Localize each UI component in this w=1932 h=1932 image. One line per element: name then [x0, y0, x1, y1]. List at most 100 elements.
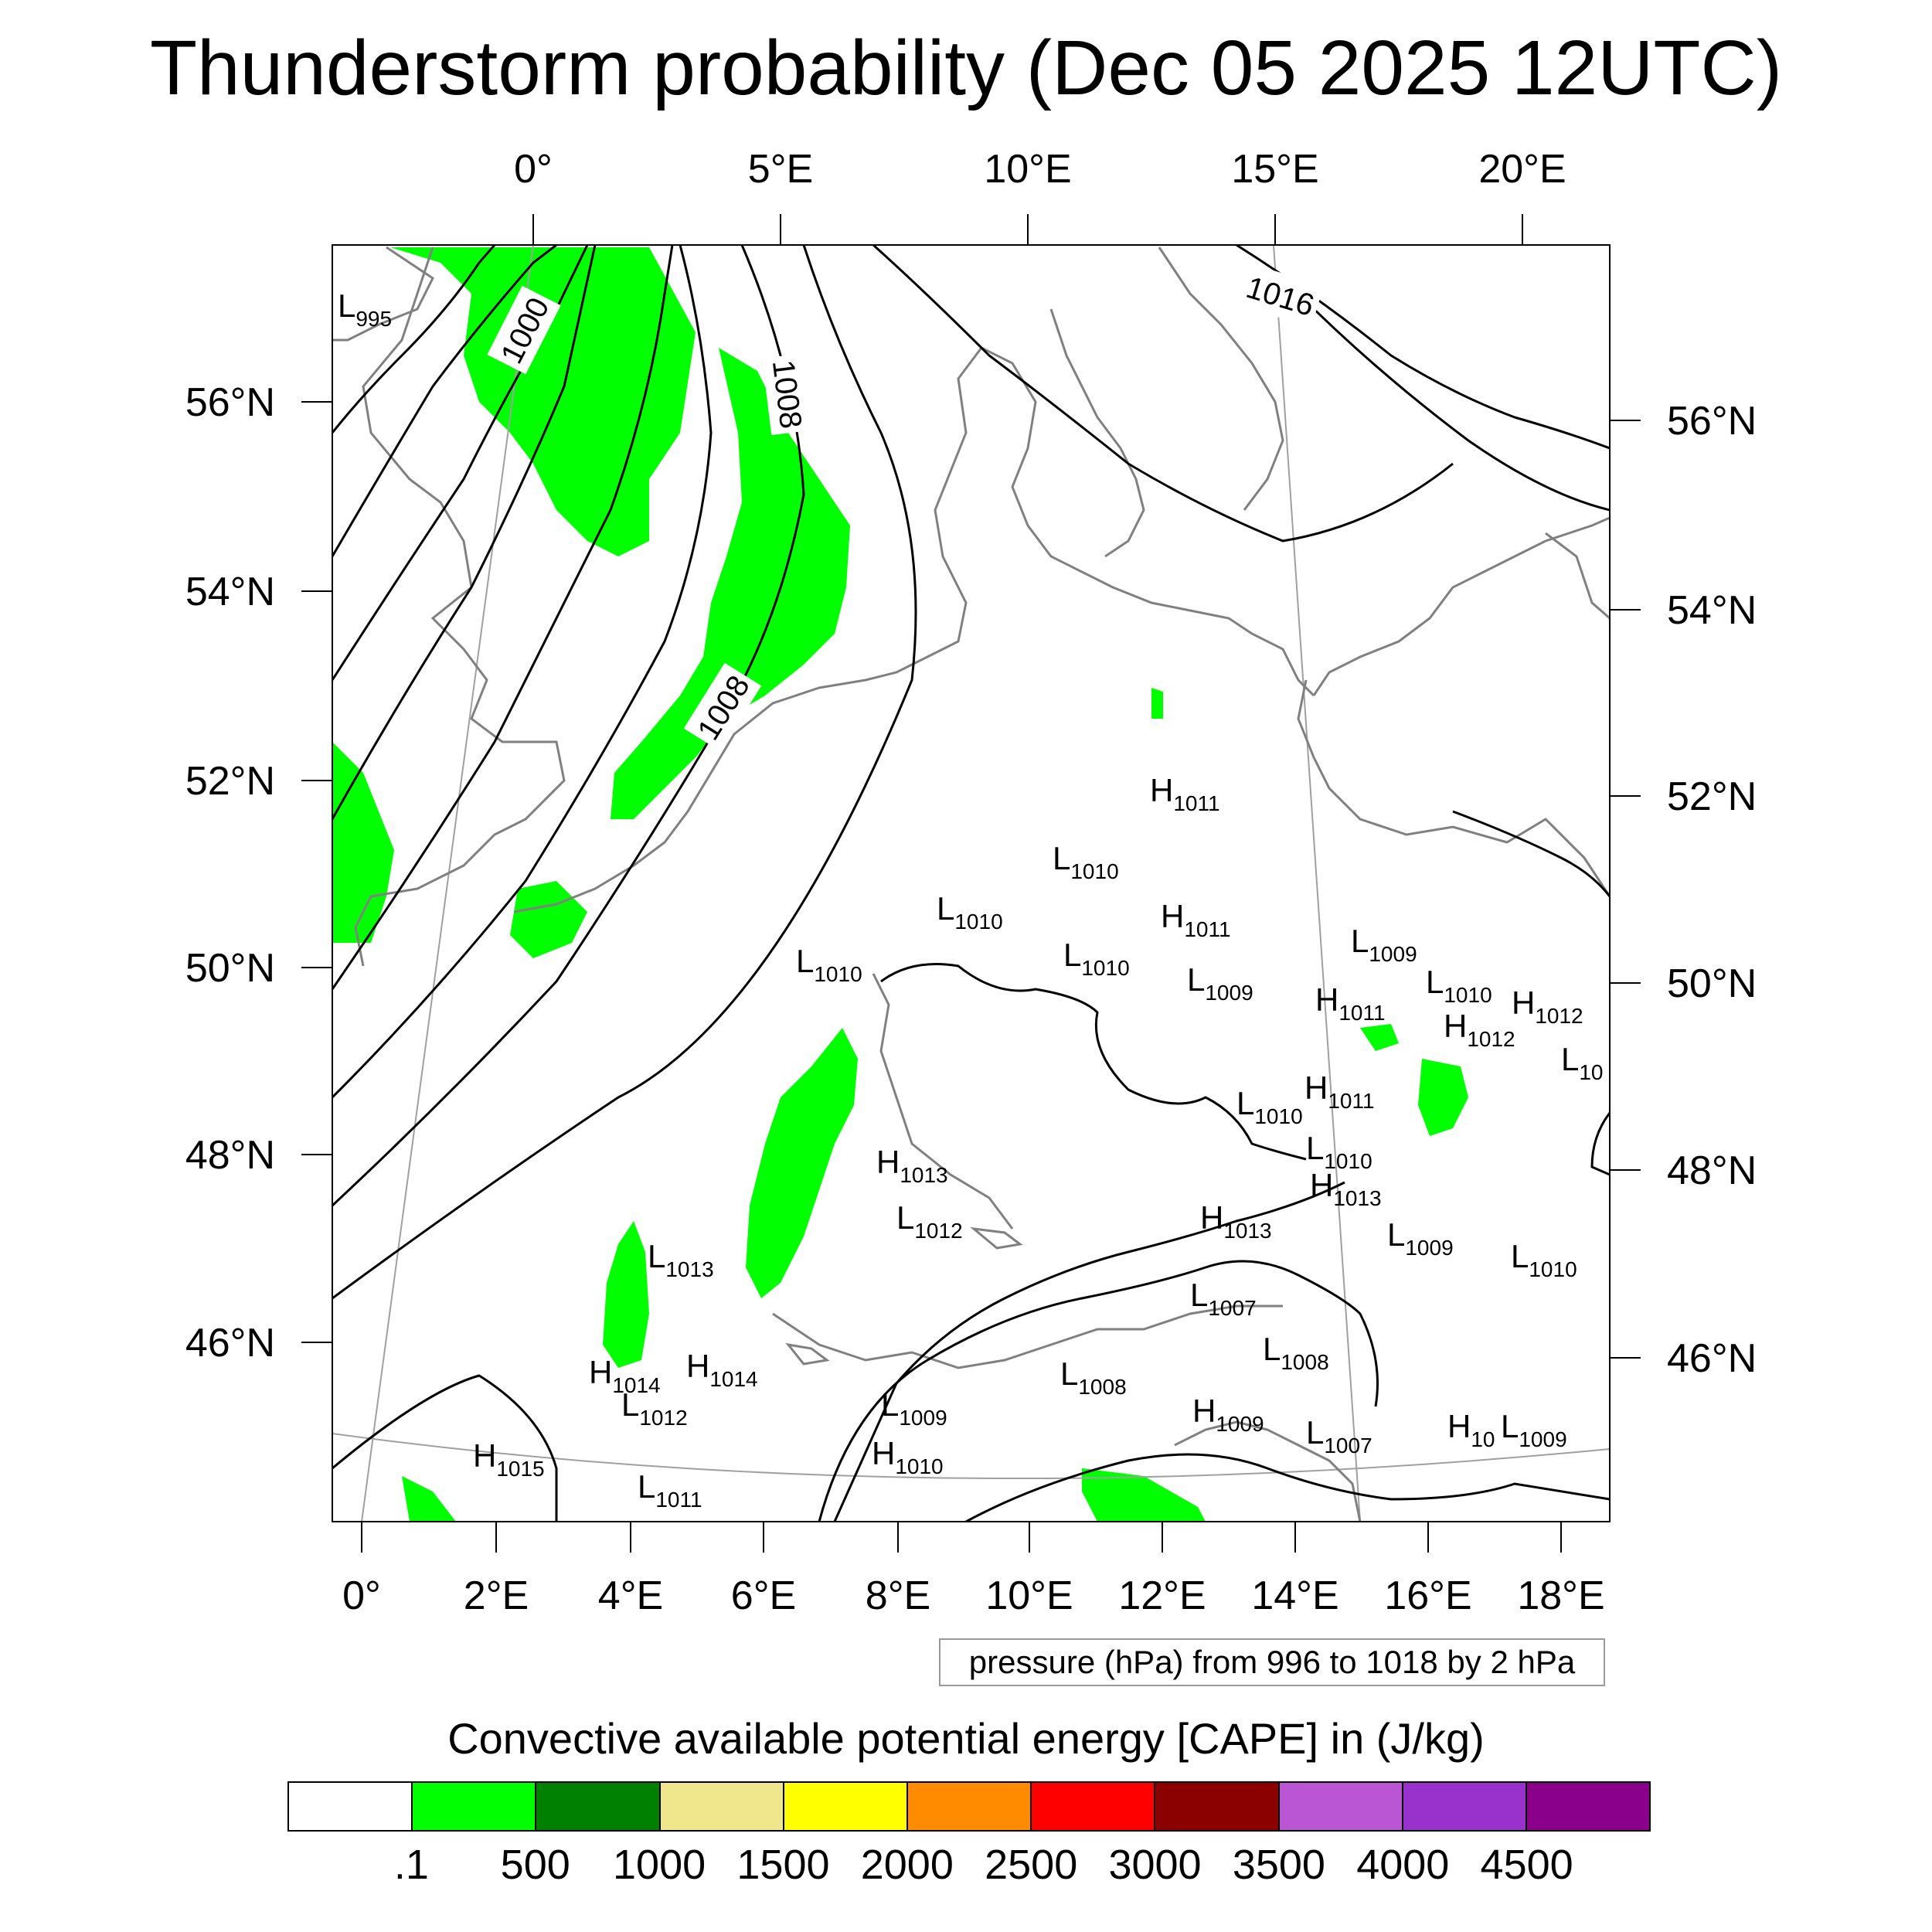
isobar-1006 [332, 245, 713, 1099]
colorbar-label: 2000 [860, 1842, 954, 1888]
isobar-1002 [332, 245, 597, 820]
pressure-center-high: H1011 [1304, 1070, 1375, 1113]
cape-area-central-france [603, 1221, 649, 1368]
colorbar-swatch [536, 1783, 661, 1830]
pressure-center-high: H1014 [589, 1354, 661, 1397]
left-lat-label-50n: 50°N [185, 946, 275, 991]
colorbar-label: 4000 [1356, 1842, 1450, 1888]
top-lon-label-15e: 15°E [1231, 147, 1318, 192]
colorbar-label: 1500 [736, 1842, 830, 1888]
bottom-lon-label-16e: 16°E [1384, 1573, 1471, 1618]
colorbar-swatch [784, 1783, 908, 1830]
pressure-center-low: L10 [1561, 1041, 1604, 1084]
cape-area-germany-small [1151, 688, 1163, 719]
isobar-1012 [833, 1181, 1345, 1522]
pressure-center-high: H1011 [1150, 772, 1220, 815]
colorbar-swatch [660, 1783, 784, 1830]
coast-sweden [1158, 247, 1284, 511]
colorbar-swatch [289, 1783, 413, 1830]
pressure-center-high: H1010 [872, 1435, 944, 1478]
coast-adriatic [1174, 1420, 1362, 1522]
right-lat-label-52n: 52°N [1667, 774, 1757, 819]
colorbar-swatch [1403, 1783, 1527, 1830]
left-lat-label-54n: 54°N [185, 570, 275, 614]
coast-poland-east [1545, 532, 1610, 620]
cape-area-north-sea [390, 247, 696, 556]
right-lat-label-48n: 48°N [1667, 1148, 1757, 1193]
isobar-1010 [332, 245, 917, 1300]
cape-fill-areas [332, 247, 1468, 1522]
coast-uk-east [354, 247, 566, 967]
colorbar-label: 1000 [613, 1842, 706, 1888]
tick-marks [301, 214, 1641, 1553]
pressure-center-low: L1009 [1501, 1408, 1567, 1451]
border-germany-poland [1297, 679, 1610, 897]
colorbar-label: 3500 [1232, 1842, 1325, 1888]
cape-area-alps-south [1082, 1468, 1206, 1522]
border-france-germany [872, 973, 1014, 1230]
pressure-center-high: H1013 [876, 1144, 948, 1187]
isobar-1010-alps [818, 1266, 1206, 1522]
isobar-1008-alps [1205, 1260, 1379, 1407]
pressure-center-low: L1008 [1060, 1355, 1127, 1399]
bottom-longitude-labels: 0° 2°E 4°E 6°E 8°E 10°E 12°E 14°E 16°E 1… [342, 1573, 1605, 1618]
bottom-lon-label-10e: 10°E [985, 1573, 1073, 1618]
lake-constance [970, 1226, 1023, 1250]
pressure-center-low: L1010 [1236, 1085, 1303, 1128]
lake-geneva [785, 1342, 830, 1366]
pressure-center-low: L1009 [881, 1386, 947, 1430]
isobar-1018 [1297, 292, 1610, 512]
left-lat-label-48n: 48°N [185, 1133, 275, 1178]
isobar-1010-east [1590, 1112, 1610, 1176]
cape-area-southwest [402, 1476, 456, 1522]
right-latitude-labels: 56°N 54°N 52°N 50°N 48°N 46°N [1667, 399, 1757, 1381]
pressure-center-low: L1010 [1511, 1238, 1577, 1281]
pressure-center-low: L1010 [796, 943, 862, 986]
pressure-center-high: H1012 [1512, 985, 1583, 1028]
top-lon-label-20e: 20°E [1478, 147, 1566, 192]
bottom-lon-label-12e: 12°E [1118, 1573, 1206, 1618]
cape-area-east-france [746, 1028, 858, 1298]
pressure-center-low: L1009 [1387, 1216, 1454, 1260]
coast-scotland [332, 246, 434, 342]
colorbar-label: 2500 [985, 1842, 1078, 1888]
right-lat-label-46n: 46°N [1667, 1336, 1757, 1381]
colorbar [287, 1781, 1651, 1832]
pressure-center-high: H1014 [686, 1348, 758, 1391]
right-lat-label-50n: 50°N [1667, 961, 1757, 1006]
top-lon-label-10e: 10°E [984, 147, 1071, 192]
coastlines [332, 246, 1610, 1522]
pressure-center-high: H1011 [1315, 981, 1386, 1025]
isobar-1010-central [880, 963, 1307, 1161]
left-lat-label-56n: 56°N [185, 380, 275, 425]
right-lat-label-56n: 56°N [1667, 399, 1757, 444]
pressure-center-low: L1007 [1306, 1414, 1372, 1458]
pressure-center-low: L1009 [1187, 961, 1253, 1005]
pressure-center-high: H10 [1447, 1408, 1495, 1451]
colorbar-label: 500 [500, 1842, 570, 1888]
colorbar-swatch [907, 1783, 1032, 1830]
top-lon-label-5e: 5°E [748, 147, 813, 192]
pressure-center-low: L1010 [1306, 1130, 1372, 1173]
left-lat-label-52n: 52°N [185, 759, 275, 804]
coast-continent [513, 346, 1315, 913]
bottom-lon-label-0: 0° [342, 1573, 381, 1618]
pressure-center-high: H1012 [1444, 1008, 1515, 1051]
bottom-lon-label-18e: 18°E [1517, 1573, 1604, 1618]
pressure-center-high: H1013 [1310, 1167, 1382, 1210]
pressure-center-low: L1010 [937, 890, 1003, 934]
isobar-996 [332, 245, 496, 434]
bottom-lon-label-8e: 8°E [866, 1573, 930, 1618]
pressure-center-low: L1009 [1351, 923, 1417, 966]
colorbar-label: 4500 [1480, 1842, 1573, 1888]
isobar-label-1008-north: 1008 [766, 358, 808, 430]
left-lat-label-46n: 46°N [185, 1321, 275, 1366]
pressure-center-high: H1015 [473, 1437, 545, 1481]
colorbar-swatch [1032, 1783, 1156, 1830]
pressure-center-low: L1013 [648, 1238, 714, 1281]
isobar-1014 [872, 245, 1454, 543]
colorbar-label: 3000 [1108, 1842, 1202, 1888]
bottom-lon-label-14e: 14°E [1251, 1573, 1338, 1618]
